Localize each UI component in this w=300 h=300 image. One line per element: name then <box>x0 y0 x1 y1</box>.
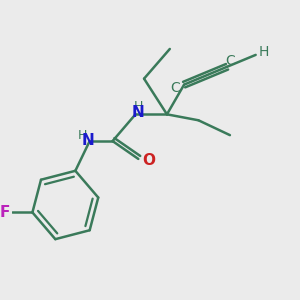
Text: O: O <box>142 153 155 168</box>
Text: H: H <box>134 100 143 113</box>
Text: H: H <box>78 129 87 142</box>
Text: H: H <box>259 45 269 59</box>
Text: C: C <box>171 81 180 94</box>
Text: N: N <box>82 133 94 148</box>
Text: C: C <box>225 54 235 68</box>
Text: N: N <box>132 105 145 120</box>
Text: F: F <box>0 205 11 220</box>
